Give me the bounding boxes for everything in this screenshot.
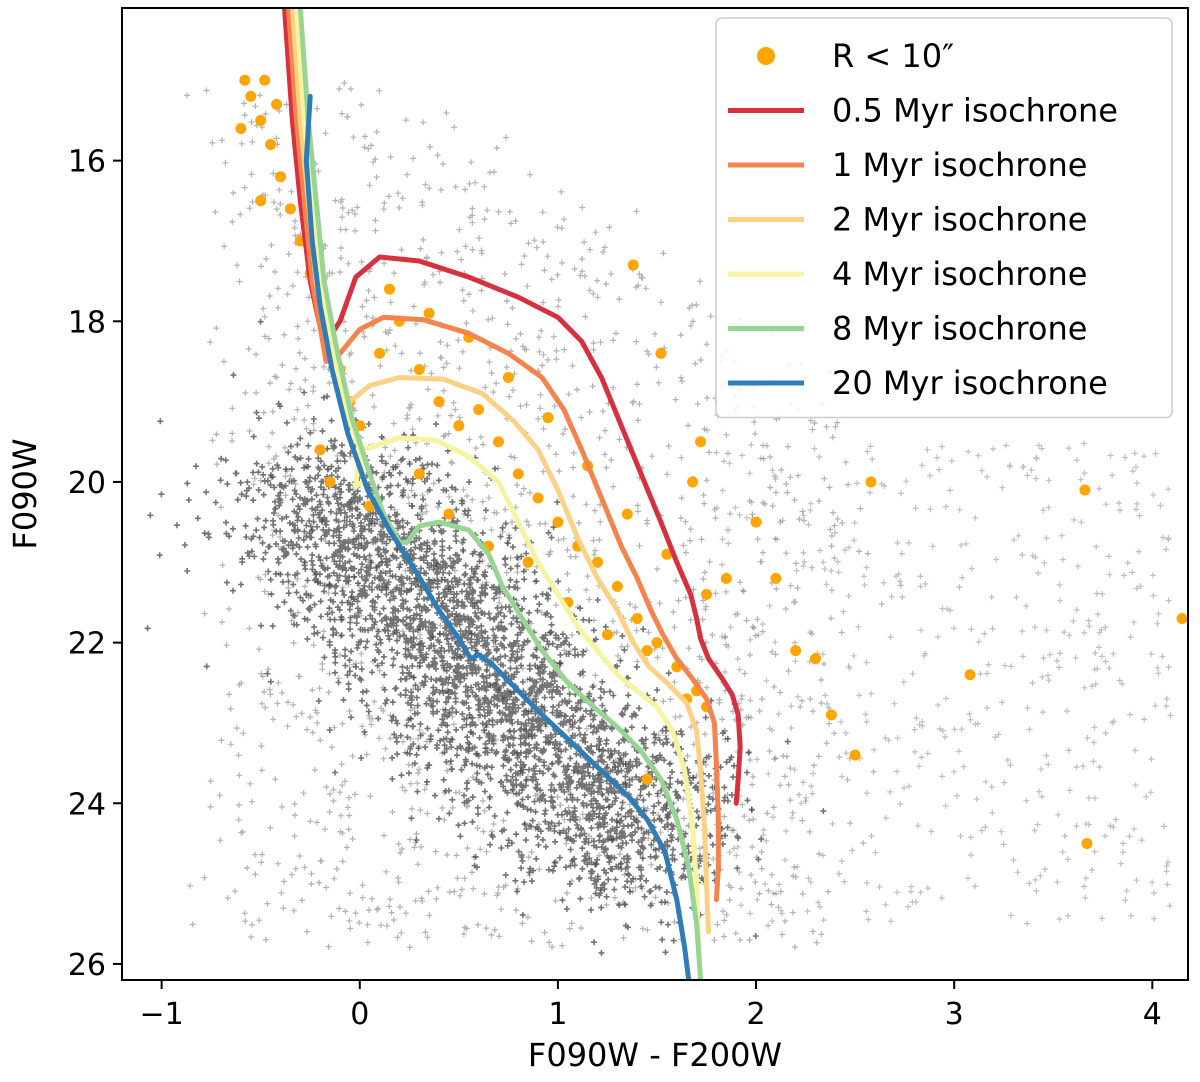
orange-point-51	[641, 773, 653, 785]
orange-point-46	[865, 476, 877, 488]
orange-point-20	[512, 468, 524, 480]
orange-point-54	[655, 347, 667, 359]
orange-point-19	[492, 436, 504, 448]
orange-point-27	[651, 637, 663, 649]
x-tick-label-3: 2	[747, 997, 766, 1032]
orange-point-36	[621, 508, 633, 520]
legend-label-4: 4 Myr isochrone	[832, 255, 1087, 293]
plot-frame	[121, 7, 1189, 981]
orange-point-5	[271, 98, 283, 110]
y-tick-label-3: 22	[68, 627, 106, 662]
legend-marker-0	[757, 47, 775, 65]
y-tick-label-5: 26	[68, 948, 106, 983]
orange-point-52	[687, 476, 699, 488]
orange-point-58	[239, 74, 251, 86]
field-stars-layer	[144, 80, 1174, 956]
orange-point-41	[770, 572, 782, 584]
orange-point-45	[849, 749, 861, 761]
orange-point-59	[259, 74, 271, 86]
orange-point-47	[964, 669, 976, 681]
orange-point-61	[324, 476, 336, 488]
orange-point-24	[592, 556, 604, 568]
field-stars-sparse	[713, 440, 1174, 927]
legend-label-0: R < 10″	[832, 37, 954, 75]
x-tick-label-0: −1	[140, 997, 184, 1032]
orange-point-3	[275, 171, 287, 183]
isochrone-line-4	[293, 8, 704, 980]
orange-point-25	[611, 580, 623, 592]
legend-box	[715, 17, 1173, 419]
orange-point-55	[627, 259, 639, 271]
orange-point-50	[1176, 613, 1188, 625]
orange-point-43	[809, 653, 821, 665]
field-stars-scatter	[184, 80, 904, 951]
orange-point-42	[790, 645, 802, 657]
orange-point-13	[374, 347, 386, 359]
orange-point-40	[750, 516, 762, 528]
orange-point-4	[284, 203, 296, 215]
orange-point-66	[522, 556, 534, 568]
y-axis-label: F090W	[6, 438, 44, 549]
orange-point-64	[443, 508, 455, 520]
legend-label-1: 0.5 Myr isochrone	[832, 92, 1118, 130]
isochrone-line-6	[303, 93, 692, 980]
orange-point-26	[631, 613, 643, 625]
x-tick-label-5: 4	[1143, 997, 1162, 1032]
orange-point-0	[245, 90, 257, 102]
orange-point-15	[413, 363, 425, 375]
y-tick-label-2: 20	[68, 466, 106, 501]
legend-label-5: 8 Myr isochrone	[832, 310, 1087, 348]
orange-point-1	[255, 114, 267, 126]
legend-label-3: 2 Myr isochrone	[832, 201, 1087, 239]
legend-label-2: 1 Myr isochrone	[832, 146, 1087, 184]
x-tick-label-1: 0	[350, 997, 369, 1032]
orange-point-30	[383, 283, 395, 295]
orange-point-39	[720, 572, 732, 584]
isochrone-line-5	[297, 8, 704, 980]
orange-point-57	[235, 122, 247, 134]
orange-point-49	[1081, 837, 1093, 849]
orange-point-21	[532, 492, 544, 504]
orange-point-44	[825, 709, 837, 721]
y-tick-label-1: 18	[68, 305, 106, 340]
orange-point-33	[502, 372, 514, 384]
legend: R < 10″ 0.5 Myr isochrone 1 Myr isochrone 2…	[715, 17, 1173, 419]
y-tick-label-0: 16	[68, 145, 106, 180]
orange-point-37	[661, 548, 673, 560]
orange-point-34	[542, 412, 554, 424]
orange-point-68	[601, 629, 613, 641]
orange-point-22	[552, 516, 564, 528]
y-tick-label-4: 24	[68, 787, 106, 822]
orange-point-69	[641, 645, 653, 657]
x-tick-label-2: 1	[548, 997, 567, 1032]
orange-point-18	[473, 404, 485, 416]
orange-point-16	[433, 396, 445, 408]
orange-point-48	[1079, 484, 1091, 496]
orange-point-63	[413, 468, 425, 480]
axes-layer: −1 0 1 2 3 4 16 18 20 22 24 26	[68, 145, 1162, 1032]
orange-point-38	[701, 588, 713, 600]
x-tick-label-4: 3	[945, 997, 964, 1032]
orange-point-17	[453, 420, 465, 432]
orange-point-60	[314, 444, 326, 456]
orange-point-2	[265, 139, 277, 151]
x-axis-label: F090W - F200W	[528, 1036, 782, 1074]
legend-label-6: 20 Myr isochrone	[832, 364, 1108, 402]
series-layer	[235, 8, 1188, 980]
orange-point-56	[255, 195, 267, 207]
orange-point-31	[423, 307, 435, 319]
orange-point-53	[695, 436, 707, 448]
